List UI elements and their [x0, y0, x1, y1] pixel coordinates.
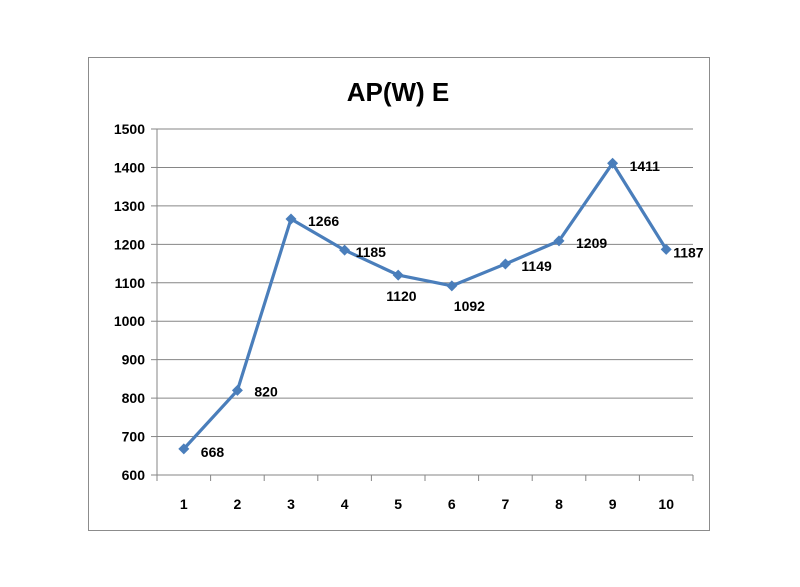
- data-label: 820: [254, 383, 278, 399]
- data-label: 1092: [454, 298, 485, 314]
- data-point-marker: [660, 243, 672, 255]
- x-tick-label: 2: [234, 496, 242, 512]
- data-point-marker: [446, 280, 458, 292]
- data-label: 1185: [356, 244, 387, 260]
- y-tick-label: 1300: [114, 198, 145, 214]
- x-tick-label: 10: [658, 496, 674, 512]
- x-tick-label: 7: [502, 496, 510, 512]
- data-label: 1209: [576, 235, 607, 251]
- chart-title: AP(W) E: [347, 77, 450, 107]
- data-label: 1411: [630, 158, 661, 174]
- series-markers: [178, 157, 672, 455]
- data-point-marker: [607, 157, 619, 169]
- x-tick-label: 5: [394, 496, 402, 512]
- data-point-marker: [499, 258, 511, 270]
- gridlines: [157, 128, 693, 438]
- data-point-marker: [339, 244, 351, 256]
- data-point-marker: [553, 235, 565, 247]
- x-tick-label: 6: [448, 496, 456, 512]
- data-point-marker: [178, 443, 190, 455]
- x-tick-label: 4: [341, 496, 349, 512]
- x-tick-label: 8: [555, 496, 563, 512]
- data-point-marker: [231, 384, 243, 396]
- y-tick-label: 800: [122, 390, 146, 406]
- data-labels: 668 820 1266 1185 1120 1092 1149 1209 1411 1187: [201, 158, 704, 460]
- data-label: 1120: [386, 288, 417, 304]
- data-label: 668: [201, 444, 225, 460]
- y-tick-label: 900: [122, 352, 146, 368]
- series-line: [182, 161, 668, 450]
- chart-area: [88, 57, 710, 531]
- x-tick-label: 3: [287, 496, 295, 512]
- y-tick-label: 600: [122, 467, 146, 483]
- data-point-marker: [392, 269, 404, 281]
- y-tick-label: 1100: [115, 275, 146, 291]
- data-label: 1266: [308, 213, 339, 229]
- x-tick-label: 1: [180, 496, 188, 512]
- data-point-marker: [285, 213, 297, 225]
- y-tick-label: 700: [122, 429, 146, 445]
- data-label: 1149: [521, 258, 552, 274]
- y-tick-label: 1200: [114, 236, 145, 252]
- y-tick-label: 1000: [114, 313, 145, 329]
- axes: [151, 128, 694, 481]
- data-label: 1187: [673, 244, 704, 260]
- x-axis-tick-labels: 1 2 3 4 5 6 7 8 9 10: [180, 496, 674, 512]
- y-tick-label: 1500: [114, 121, 145, 137]
- y-axis-tick-labels: 600 700 800 900 1000 1100 1200 1300 1400 1500: [114, 121, 145, 483]
- x-tick-label: 9: [609, 496, 617, 512]
- series-line-path: [182, 161, 668, 450]
- y-tick-label: 1400: [114, 159, 145, 175]
